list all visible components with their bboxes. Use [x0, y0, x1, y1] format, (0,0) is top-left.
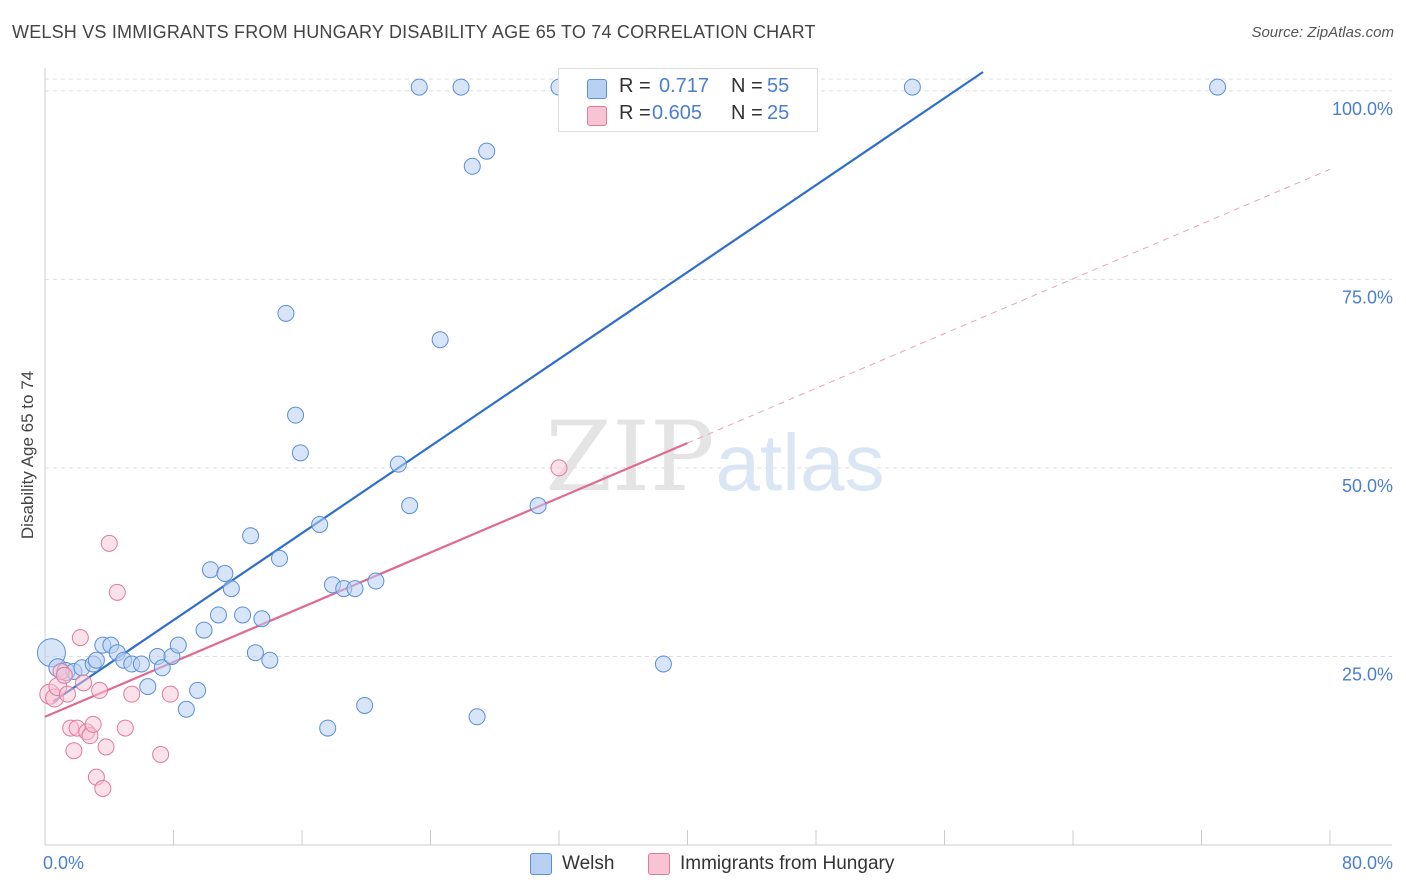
data-points — [36, 78, 1227, 797]
welsh-legend-swatch — [530, 853, 552, 875]
welsh-legend-label: Welsh — [562, 853, 615, 874]
hungary-point — [84, 715, 102, 733]
welsh-point — [468, 708, 486, 726]
r-label: R = — [619, 102, 651, 124]
welsh-point — [311, 515, 329, 533]
welsh-point — [87, 651, 105, 669]
source-label: Source: ZipAtlas.com — [1251, 24, 1394, 41]
tick-labels: 100.0% 75.0% 50.0% 25.0% 0.0% 80.0% — [43, 99, 1393, 873]
hungary-point — [91, 681, 109, 699]
welsh-trend-line — [52, 71, 984, 703]
welsh-point — [271, 549, 289, 567]
hungary-point — [58, 685, 76, 703]
welsh-point — [356, 696, 374, 714]
welsh-point — [242, 527, 260, 545]
welsh-swatch — [587, 79, 607, 99]
welsh-point — [654, 655, 672, 673]
welsh-point — [287, 406, 305, 424]
hungary-point — [71, 629, 89, 647]
x-tick-label: 0.0% — [43, 853, 84, 873]
welsh-point — [1209, 78, 1227, 96]
welsh-point — [261, 651, 279, 669]
welsh-point — [291, 444, 309, 462]
welsh-point — [367, 572, 385, 590]
watermark-atlas: atlas — [716, 418, 885, 507]
hungary-trend-extension — [687, 168, 1331, 444]
welsh-point — [209, 606, 227, 624]
hungary-trend-line — [44, 442, 688, 718]
y-tick-label: 75.0% — [1342, 287, 1393, 307]
welsh-point — [132, 655, 150, 673]
hungary-legend-label: Immigrants from Hungary — [680, 853, 895, 874]
chart-title: WELSH VS IMMIGRANTS FROM HUNGARY DISABIL… — [12, 22, 816, 42]
hungary-point — [123, 685, 141, 703]
welsh-point — [319, 719, 337, 737]
welsh-point — [222, 580, 240, 598]
welsh-point — [277, 304, 295, 322]
welsh-point — [389, 455, 407, 473]
legend-row-hungary: R = 0.605 N = 25 — [559, 102, 817, 130]
hungary-point — [97, 738, 115, 756]
watermark: ZIP atlas — [545, 401, 884, 513]
welsh-n-value: 55 — [767, 75, 790, 97]
y-tick-label: 50.0% — [1342, 476, 1393, 496]
welsh-point — [410, 78, 428, 96]
hungary-point — [108, 583, 126, 601]
n-label: N = — [731, 75, 763, 97]
y-tick-label: 100.0% — [1332, 99, 1393, 119]
welsh-point — [253, 610, 271, 628]
welsh-point — [478, 142, 496, 160]
welsh-point — [246, 644, 264, 662]
welsh-point — [529, 497, 547, 515]
welsh-point — [153, 659, 171, 677]
hungary-point — [75, 674, 93, 692]
hungary-legend-swatch — [648, 853, 670, 875]
welsh-point — [169, 636, 187, 654]
welsh-point — [903, 78, 921, 96]
hungary-point — [100, 534, 118, 552]
hungary-point — [55, 666, 73, 684]
welsh-point — [201, 561, 219, 579]
series-legend: Welsh Immigrants from Hungary — [0, 850, 1406, 880]
hungary-point — [116, 719, 134, 737]
welsh-r-value: 0.717 — [659, 75, 710, 97]
y-tick-label: 25.0% — [1342, 664, 1393, 684]
y-axis-label: Disability Age 65 to 74 — [18, 370, 37, 540]
welsh-point — [401, 497, 419, 515]
welsh-point — [463, 157, 481, 175]
welsh-point — [189, 681, 207, 699]
hungary-point — [152, 746, 170, 764]
welsh-point — [234, 606, 252, 624]
welsh-point — [177, 700, 195, 718]
hungary-point — [94, 779, 112, 797]
hungary-n-value: 25 — [767, 102, 790, 124]
x-tick-label: 80.0% — [1342, 853, 1393, 873]
legend-row-welsh: R = 0.717 N = 55 — [559, 75, 817, 103]
trend-lines — [44, 71, 1331, 718]
hungary-r-value: 0.605 — [652, 102, 703, 124]
welsh-point — [139, 678, 157, 696]
welsh-point — [346, 580, 364, 598]
welsh-point — [452, 78, 470, 96]
hungary-swatch — [587, 106, 607, 126]
r-label: R = — [619, 75, 651, 97]
welsh-point — [431, 331, 449, 349]
hungary-point — [65, 742, 83, 760]
welsh-point — [216, 565, 234, 583]
hungary-point — [550, 459, 568, 477]
watermark-zip: ZIP — [545, 401, 714, 513]
hungary-point — [161, 685, 179, 703]
welsh-point — [195, 621, 213, 639]
correlation-legend: R = 0.717 N = 55 R = 0.605 N = 25 — [558, 68, 818, 132]
axes — [44, 68, 1392, 846]
n-label: N = — [731, 102, 763, 124]
